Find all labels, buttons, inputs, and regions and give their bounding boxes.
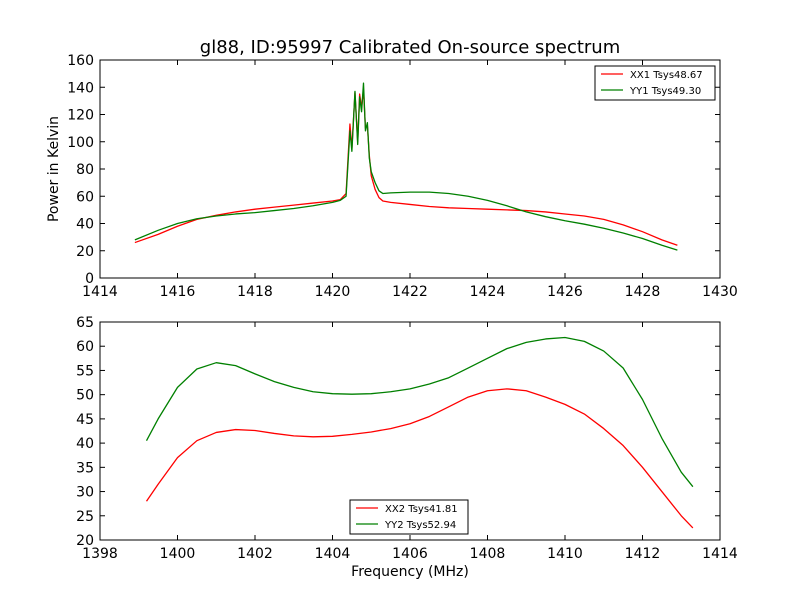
chart-top-y-tick-label: 0	[85, 271, 94, 287]
chart-top-y-axis-label: Power in Kelvin	[46, 116, 62, 222]
chart-top-x-tick-label: 1424	[470, 284, 506, 300]
chart-bottom-y-tick-label: 65	[76, 315, 94, 331]
chart-bottom-y-tick-label: 20	[76, 533, 94, 549]
chart-bottom-x-tick-label: 1402	[237, 546, 273, 562]
chart-bottom-x-tick-label: 1398	[82, 546, 118, 562]
chart-top-x-tick-label: 1430	[702, 284, 738, 300]
chart-bottom-x-tick-label: 1406	[392, 546, 428, 562]
chart-top-y-tick-label: 100	[67, 135, 94, 151]
chart-top-y-tick-label: 140	[67, 80, 94, 96]
chart-bottom-series-line-yy	[145, 336, 694, 488]
chart-top-legend-label-yy1: YY1 Tsys49.30	[629, 86, 701, 97]
chart-top-y-tick-label: 60	[76, 189, 94, 205]
chart-bottom-legend-label-xx2: XX2 Tsys41.81	[385, 504, 458, 515]
chart-top-x-tick-label: 1426	[547, 284, 583, 300]
chart-bottom-legend: XX2 Tsys41.81 YY2 Tsys52.94	[349, 499, 469, 535]
chart-top-y-tick-label: 120	[67, 108, 94, 124]
chart-top-x-tick-label: 1420	[315, 284, 351, 300]
chart-bottom-legend-box	[349, 499, 469, 535]
chart-top-spectrum: gl88, ID:95997 Calibrated On-source spec…	[46, 37, 738, 300]
chart-bottom-x-tick-label: 1410	[547, 546, 583, 562]
chart-top-y-tick-label: 160	[67, 53, 94, 69]
chart-top-y-tick-label: 20	[76, 244, 94, 260]
chart-bottom-legend-label-yy2: YY2 Tsys52.94	[384, 520, 456, 531]
chart-bottom-y-tick-label: 45	[76, 412, 94, 428]
chart-bottom-x-tick-label: 1408	[470, 546, 506, 562]
chart-top-x-tick-label: 1416	[160, 284, 196, 300]
chart-bottom-y-tick-label: 50	[76, 388, 94, 404]
chart-bottom-x-tick-label: 1404	[315, 546, 351, 562]
chart-top-legend: XX1 Tsys48.67 YY1 Tsys49.30	[594, 65, 716, 101]
chart-bottom-x-axis-label: Frequency (MHz)	[351, 564, 469, 580]
chart-bottom-y-tick-label: 40	[76, 436, 94, 452]
chart-top-title: gl88, ID:95997 Calibrated On-source spec…	[200, 37, 620, 58]
chart-bottom-x-tick-label: 1400	[160, 546, 196, 562]
chart-top-legend-label-xx1: XX1 Tsys48.67	[630, 70, 703, 81]
chart-bottom-y-tick-label: 25	[76, 509, 94, 525]
chart-bottom-plot-frame	[99, 321, 721, 541]
chart-bottom-x-tick-label: 1414	[702, 546, 738, 562]
chart-top-y-tick-label: 80	[76, 162, 94, 178]
chart-top-x-tick-label: 1418	[237, 284, 273, 300]
chart-bottom-y-tick-label: 60	[76, 339, 94, 355]
chart-bottom-y-tick-label: 55	[76, 363, 94, 379]
chart-top-x-tick-label: 1422	[392, 284, 428, 300]
chart-bottom-y-tick-label: 30	[76, 485, 94, 501]
chart-bottom-y-tick-label: 35	[76, 460, 94, 476]
chart-bottom-series-line-xx	[145, 388, 694, 529]
chart-bottom-spectrum: Frequency (MHz) 1398 1400 1402 1404 1406 1408…	[76, 315, 738, 580]
chart-top-x-tick-label: 1414	[82, 284, 118, 300]
chart-top-y-tick-label: 40	[76, 217, 94, 233]
chart-top-series-line-yy	[134, 82, 678, 251]
chart-top-legend-box	[594, 65, 716, 101]
chart-top-x-tick-label: 1428	[625, 284, 661, 300]
chart-top-plot-frame	[99, 59, 721, 279]
chart-bottom-x-tick-label: 1412	[625, 546, 661, 562]
